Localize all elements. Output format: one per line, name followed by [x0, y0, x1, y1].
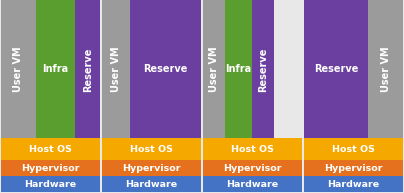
Text: Host OS: Host OS: [130, 145, 173, 154]
Text: User VM: User VM: [381, 47, 391, 92]
Text: Hypervisor: Hypervisor: [122, 164, 181, 173]
Bar: [203, 138, 302, 160]
Text: Hardware: Hardware: [126, 180, 178, 189]
Text: Infra: Infra: [42, 64, 69, 74]
Bar: [304, 1, 368, 138]
Bar: [304, 176, 403, 192]
Text: Reserve: Reserve: [83, 47, 93, 91]
Bar: [1, 1, 36, 138]
Text: Reserve: Reserve: [259, 47, 268, 91]
Text: Hardware: Hardware: [226, 180, 278, 189]
Text: User VM: User VM: [209, 47, 219, 92]
Text: Hypervisor: Hypervisor: [324, 164, 383, 173]
Text: Hypervisor: Hypervisor: [21, 164, 80, 173]
Text: Host OS: Host OS: [231, 145, 274, 154]
Text: Reserve: Reserve: [314, 64, 358, 74]
Bar: [274, 1, 302, 138]
Bar: [102, 1, 130, 138]
Bar: [368, 1, 403, 138]
Bar: [203, 176, 302, 192]
Text: Host OS: Host OS: [29, 145, 72, 154]
Bar: [1, 160, 100, 176]
Bar: [102, 176, 201, 192]
Bar: [304, 138, 403, 160]
Text: Hardware: Hardware: [25, 180, 77, 189]
Bar: [203, 160, 302, 176]
Text: Reserve: Reserve: [143, 64, 187, 74]
Bar: [304, 160, 403, 176]
Bar: [1, 176, 100, 192]
Bar: [225, 1, 252, 138]
Text: Host OS: Host OS: [332, 145, 375, 154]
Text: User VM: User VM: [111, 47, 121, 92]
Text: Hypervisor: Hypervisor: [223, 164, 282, 173]
Text: User VM: User VM: [13, 47, 23, 92]
Bar: [36, 1, 76, 138]
Bar: [76, 1, 100, 138]
Bar: [102, 160, 201, 176]
Bar: [102, 138, 201, 160]
Bar: [203, 1, 225, 138]
Text: Hardware: Hardware: [327, 180, 379, 189]
Text: Infra: Infra: [225, 64, 252, 74]
Bar: [130, 1, 201, 138]
Bar: [252, 1, 274, 138]
Bar: [1, 138, 100, 160]
